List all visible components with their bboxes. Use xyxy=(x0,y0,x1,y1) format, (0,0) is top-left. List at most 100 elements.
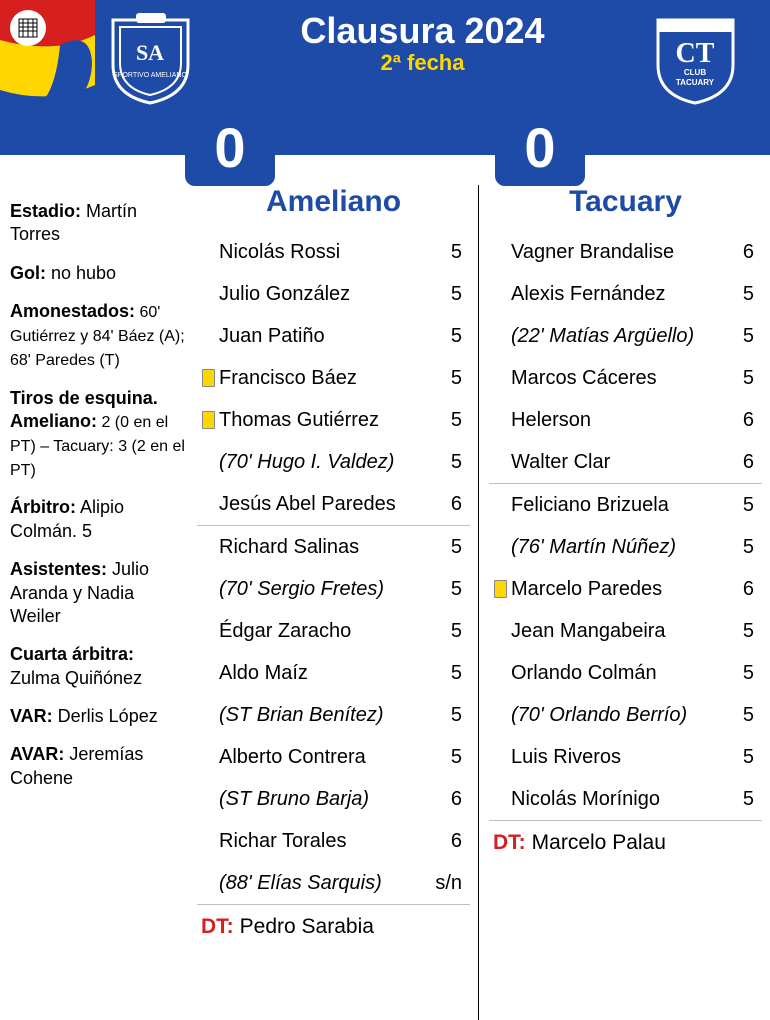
player-name: (76' Martín Núñez) xyxy=(511,536,726,559)
player-name: Julio González xyxy=(219,283,434,306)
player-row: (70' Sergio Fretes)5 xyxy=(197,568,470,610)
player-row: Alexis Fernández5 xyxy=(489,273,762,315)
player-row: Nicolás Rossi5 xyxy=(197,231,470,273)
player-rating: 5 xyxy=(434,746,470,769)
player-row: (ST Bruno Barja)6 xyxy=(197,778,470,820)
player-row: Feliciano Brizuela5 xyxy=(489,484,762,526)
away-group1: Vagner Brandalise6Alexis Fernández5(22' … xyxy=(489,231,762,483)
player-rating: 5 xyxy=(726,746,762,769)
player-name: Aldo Maíz xyxy=(219,662,434,685)
player-rating: 5 xyxy=(434,367,470,390)
away-group2: Feliciano Brizuela5(76' Martín Núñez)5Ma… xyxy=(489,484,762,820)
player-name: Helerson xyxy=(511,409,726,432)
player-rating: 5 xyxy=(726,788,762,811)
player-row: Édgar Zaracho5 xyxy=(197,610,470,652)
svg-text:CT: CT xyxy=(675,38,714,69)
player-rating: 5 xyxy=(434,578,470,601)
player-row: Aldo Maíz5 xyxy=(197,652,470,694)
home-coach: DT: Pedro Sarabia xyxy=(197,904,470,948)
svg-text:TACUARY: TACUARY xyxy=(675,78,714,87)
player-row: Thomas Gutiérrez5 xyxy=(197,399,470,441)
player-row: Orlando Colmán5 xyxy=(489,652,762,694)
player-name: Richard Salinas xyxy=(219,536,434,559)
player-name: Feliciano Brizuela xyxy=(511,494,726,517)
yellow-card-icon xyxy=(202,411,215,429)
player-rating: 5 xyxy=(726,704,762,727)
home-shield: SA SPORTIVO AMELIANO xyxy=(95,0,205,105)
player-name: Walter Clar xyxy=(511,451,726,474)
svg-text:CLUB: CLUB xyxy=(683,68,705,77)
player-rating: 6 xyxy=(726,451,762,474)
player-name: Luis Riveros xyxy=(511,746,726,769)
player-name: Marcos Cáceres xyxy=(511,367,726,390)
player-name: (88' Elías Sarquis) xyxy=(219,872,434,895)
player-row: Vagner Brandalise6 xyxy=(489,231,762,273)
player-rating: 5 xyxy=(726,494,762,517)
player-row: Walter Clar6 xyxy=(489,441,762,483)
player-name: Jean Mangabeira xyxy=(511,620,726,643)
player-name: Juan Patiño xyxy=(219,325,434,348)
player-rating: 6 xyxy=(726,578,762,601)
stadium-block: Estadio: Martín Torres xyxy=(10,200,185,247)
match-header: SA SPORTIVO AMELIANO Clausura 2024 2ª fe… xyxy=(0,0,770,155)
player-rating: 5 xyxy=(434,241,470,264)
player-name: Édgar Zaracho xyxy=(219,620,434,643)
player-rating: 5 xyxy=(434,704,470,727)
main-content: Estadio: Martín Torres Gol: no hubo Amon… xyxy=(0,155,770,1020)
lineups: Ameliano Nicolás Rossi5Julio González5Ju… xyxy=(195,155,770,1020)
var-block: VAR: Derlis López xyxy=(10,705,185,728)
player-rating: 5 xyxy=(726,536,762,559)
player-rating: 6 xyxy=(726,241,762,264)
player-row: (88' Elías Sarquis)s/n xyxy=(197,862,470,904)
svg-text:SA: SA xyxy=(135,40,163,65)
player-name: (ST Bruno Barja) xyxy=(219,788,434,811)
player-row: Marcelo Paredes6 xyxy=(489,568,762,610)
player-row: Jean Mangabeira5 xyxy=(489,610,762,652)
player-row: Richard Salinas5 xyxy=(197,526,470,568)
home-team-column: Ameliano Nicolás Rossi5Julio González5Ju… xyxy=(195,185,478,1020)
away-team-column: Tacuary Vagner Brandalise6Alexis Fernánd… xyxy=(478,185,770,1020)
yellow-card-icon xyxy=(494,580,507,598)
player-row: Francisco Báez5 xyxy=(197,357,470,399)
player-row: Marcos Cáceres5 xyxy=(489,357,762,399)
player-rating: 5 xyxy=(726,367,762,390)
player-name: Nicolás Rossi xyxy=(219,241,434,264)
booked-block: Amonestados: 60' Gutiérrez y 84' Báez (A… xyxy=(10,300,185,371)
player-rating: 5 xyxy=(726,620,762,643)
player-row: (22' Matías Argüello)5 xyxy=(489,315,762,357)
player-rating: 6 xyxy=(434,788,470,811)
card-slot xyxy=(197,411,219,429)
fourth-block: Cuarta árbitra: Zulma Quiñónez xyxy=(10,643,185,690)
goal-block: Gol: no hubo xyxy=(10,262,185,285)
player-name: (22' Matías Argüello) xyxy=(511,325,726,348)
player-name: Francisco Báez xyxy=(219,367,434,390)
header-center: Clausura 2024 2ª fecha xyxy=(205,0,640,76)
player-rating: 5 xyxy=(434,325,470,348)
player-rating: 5 xyxy=(434,536,470,559)
player-rating: 5 xyxy=(434,620,470,643)
player-rating: s/n xyxy=(434,872,470,895)
round-label: 2ª fecha xyxy=(205,50,640,76)
player-row: Helerson6 xyxy=(489,399,762,441)
player-name: (ST Brian Benítez) xyxy=(219,704,434,727)
player-name: Marcelo Paredes xyxy=(511,578,726,601)
player-row: Luis Riveros5 xyxy=(489,736,762,778)
player-row: Nicolás Morínigo5 xyxy=(489,778,762,820)
player-rating: 5 xyxy=(434,662,470,685)
away-team-name: Tacuary xyxy=(489,185,762,219)
player-name: (70' Sergio Fretes) xyxy=(219,578,434,601)
avar-block: AVAR: Jeremías Cohene xyxy=(10,743,185,790)
card-slot xyxy=(489,580,511,598)
player-rating: 6 xyxy=(434,830,470,853)
home-group2: Richard Salinas5(70' Sergio Fretes)5Édga… xyxy=(197,526,470,904)
away-coach: DT: Marcelo Palau xyxy=(489,820,762,864)
player-name: Alexis Fernández xyxy=(511,283,726,306)
player-name: Jesús Abel Paredes xyxy=(219,493,434,516)
yellow-card-icon xyxy=(202,369,215,387)
player-name: (70' Orlando Berrío) xyxy=(511,704,726,727)
player-row: (ST Brian Benítez)5 xyxy=(197,694,470,736)
player-row: (76' Martín Núñez)5 xyxy=(489,526,762,568)
player-name: Thomas Gutiérrez xyxy=(219,409,434,432)
player-row: Richar Torales6 xyxy=(197,820,470,862)
home-group1: Nicolás Rossi5Julio González5Juan Patiño… xyxy=(197,231,470,525)
